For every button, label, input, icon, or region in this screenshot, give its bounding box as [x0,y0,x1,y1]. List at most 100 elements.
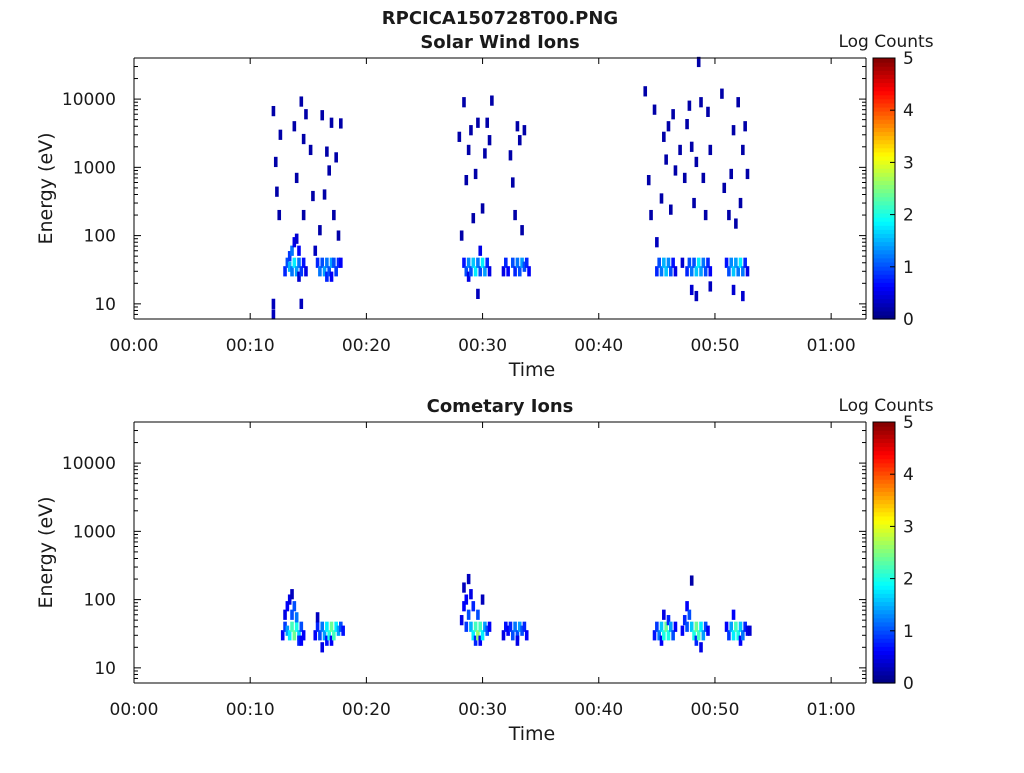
colorbar-segment [873,466,895,472]
data-cell [325,635,329,646]
data-cell [741,266,745,277]
x-tick-label: 00:20 [342,700,391,720]
x-tick-label: 00:00 [110,700,159,720]
x-tick-label: 00:30 [458,336,507,356]
colorbar-segment [873,257,895,263]
data-cell [706,257,710,268]
data-cell [462,257,466,268]
data-cell [666,630,671,641]
data-cell [696,56,701,68]
data-cell [738,197,743,209]
y-tick-label: 10000 [62,454,116,474]
colorbar-segment [873,638,895,643]
data-cell [275,186,279,197]
data-cell [703,266,708,277]
colorbar-segment [873,475,895,480]
data-cell [687,257,692,268]
colorbar-segment [873,302,895,308]
colorbar-segment [873,438,895,443]
data-cell [457,131,462,142]
colorbar-segment [873,621,895,627]
data-cell [722,182,727,194]
colorbar-segment [873,290,895,296]
data-cell [662,131,666,142]
data-cell [659,621,664,632]
colorbar-segment [873,66,895,71]
data-cell [271,298,276,309]
data-cell [290,621,294,632]
data-cell [510,177,515,188]
data-cell [520,225,524,236]
data-cell [689,284,694,296]
data-cell [301,630,306,641]
colorbar-segment [873,151,895,157]
colorbar-segment [873,168,895,173]
data-cell [322,266,327,277]
colorbar-segment [873,261,895,267]
data-cell [332,630,336,641]
data-cell [329,257,334,268]
colorbar-segment [873,286,895,292]
data-cell [327,630,331,641]
x-tick-label: 00:00 [110,336,159,356]
data-cell [729,621,734,632]
colorbar-segment [873,233,895,239]
colorbar-segment [873,658,895,664]
data-cell [517,135,522,146]
colorbar-segment [873,90,895,96]
data-cell [692,257,696,268]
colorbar-segment [873,426,895,431]
data-cell [522,125,527,136]
colorbar-segment [873,143,895,149]
colorbar-segment [873,495,895,501]
colorbar-segment [873,225,895,230]
data-cell [727,209,731,221]
data-cell [487,266,492,277]
colorbar-segment [873,192,895,198]
colorbar-segment [873,454,895,460]
data-cell [466,609,471,620]
data-cell [515,630,520,641]
data-cell [325,146,329,157]
data-cell [480,257,485,268]
colorbar-segment [873,274,895,279]
data-cell [334,152,338,163]
colorbar-segment [873,253,895,259]
data-cell [689,621,694,632]
colorbar-tick-label: 2 [903,206,914,226]
colorbar-tick-label: 0 [903,310,914,330]
data-cell [745,168,750,180]
data-cell [318,630,322,641]
colorbar-segment [873,634,895,639]
data-cell [462,97,466,108]
data-cell [327,165,331,176]
data-cell [504,621,508,632]
colorbar-segment [873,552,895,558]
data-cell [734,621,738,632]
data-cell [341,625,345,636]
data-cell [480,594,485,605]
data-cell [720,88,724,99]
data-cell [692,630,696,641]
data-cell [731,266,736,277]
data-cell [285,601,290,612]
data-cell [673,165,678,176]
data-cell [322,189,327,200]
data-cell [685,621,689,632]
colorbar-segment [873,564,895,570]
data-cell [294,233,299,244]
data-cell [738,621,743,632]
data-cell [655,621,659,632]
x-tick-label: 00:50 [690,336,739,356]
data-cell [478,635,483,646]
data-cell [692,197,696,209]
data-cell [464,621,469,632]
data-cell [462,582,466,593]
data-cell [480,203,485,214]
colorbar-segment [873,237,895,243]
colorbar-segment [873,548,895,554]
colorbar-segment [873,270,895,275]
data-cell [513,266,517,277]
